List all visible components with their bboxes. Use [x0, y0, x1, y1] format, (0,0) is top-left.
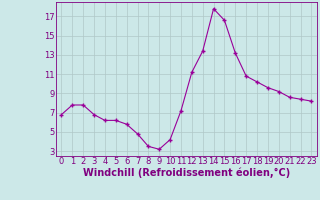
X-axis label: Windchill (Refroidissement éolien,°C): Windchill (Refroidissement éolien,°C) — [83, 168, 290, 178]
